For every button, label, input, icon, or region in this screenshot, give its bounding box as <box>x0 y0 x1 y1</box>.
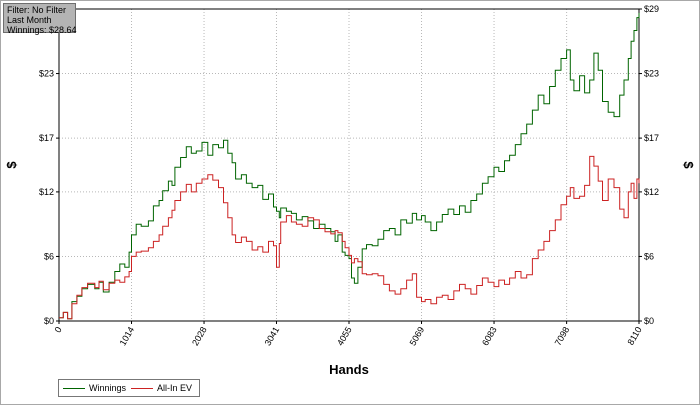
series-line-all-in-ev <box>59 155 640 320</box>
y-tick-label-left: $23 <box>39 69 54 79</box>
legend-label-allin-ev: All-In EV <box>157 383 193 393</box>
y-tick-label-left: $0 <box>44 316 54 326</box>
y-tick-label-left: $17 <box>39 133 54 143</box>
filter-info-box: Filter: No Filter Last Month Winnings: $… <box>3 3 77 35</box>
y-tick-label-right: $17 <box>644 133 659 143</box>
period-label: Last Month <box>7 15 52 25</box>
legend-swatch-allin-ev <box>131 387 153 389</box>
x-tick-label: 7098 <box>553 325 572 347</box>
y-tick-label-left: $6 <box>44 251 54 261</box>
y-axis-title-right: $ <box>681 161 696 169</box>
y-axis-title-left: $ <box>4 161 19 169</box>
legend-item-winnings: Winnings <box>63 383 126 393</box>
x-tick-label: 5069 <box>408 325 427 347</box>
y-tick-label-right: $23 <box>644 69 659 79</box>
legend-item-allin-ev: All-In EV <box>131 383 192 393</box>
y-tick-label-left: $12 <box>39 187 54 197</box>
x-tick-label: 8110 <box>625 325 643 347</box>
x-tick-label: 3041 <box>263 325 282 347</box>
legend-label-winnings: Winnings <box>89 383 127 393</box>
y-tick-label-right: $29 <box>644 4 659 14</box>
y-tick-label-right: $0 <box>644 316 654 326</box>
winnings-label: Winnings: $28.64 <box>7 25 77 35</box>
series-line-winnings <box>59 12 640 320</box>
series-lines <box>59 12 640 320</box>
grid <box>59 9 639 321</box>
x-tick-label: 0 <box>53 325 64 334</box>
x-tick-label: 4055 <box>335 325 354 347</box>
x-tick-label: 2028 <box>190 325 209 347</box>
x-tick-label: 6083 <box>480 325 499 347</box>
x-axis-title: Hands <box>329 362 369 377</box>
legend: Winnings All-In EV <box>58 379 200 397</box>
legend-swatch-winnings <box>63 387 85 389</box>
x-tick-label: 1014 <box>118 325 137 347</box>
filter-label: Filter: No Filter <box>7 5 67 15</box>
y-tick-label-right: $12 <box>644 187 659 197</box>
axis-ticks: $0$0$6$6$12$12$17$17$23$23$29$2901014202… <box>39 4 659 347</box>
y-tick-label-right: $6 <box>644 251 654 261</box>
